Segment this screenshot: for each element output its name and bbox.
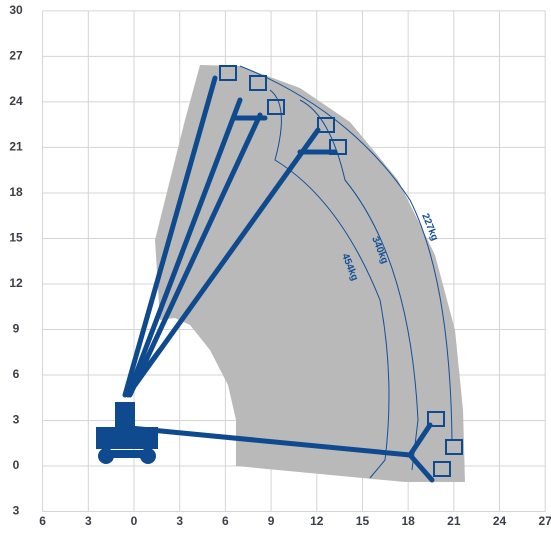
booms — [122, 75, 435, 483]
x-tick-label: 6 — [222, 514, 229, 528]
x-tick-label: 15 — [356, 514, 370, 528]
y-tick-label: 12 — [9, 276, 23, 290]
y-tick-label: 9 — [13, 322, 20, 336]
x-tick-label: 24 — [493, 514, 507, 528]
y-tick-label: 3 — [13, 504, 20, 518]
x-tick-label: 3 — [176, 514, 183, 528]
y-tick-label: 15 — [9, 231, 23, 245]
x-tick-label: 6 — [39, 514, 46, 528]
x-tick-label: 3 — [85, 514, 92, 528]
x-tick-label: 21 — [447, 514, 461, 528]
x-tick-label: 27 — [539, 514, 551, 528]
y-tick-label: 18 — [9, 185, 23, 199]
y-tick-label: 6 — [13, 367, 20, 381]
platforms — [219, 65, 463, 477]
x-tick-label: 12 — [310, 514, 324, 528]
y-tick-label: 21 — [9, 140, 23, 154]
x-tick-label: 18 — [401, 514, 415, 528]
y-tick-label: 3 — [13, 413, 20, 427]
x-tick-label: 9 — [268, 514, 275, 528]
load-curve-454 — [269, 89, 390, 479]
load-curve-227 — [239, 65, 453, 441]
y-tick-label: 0 — [13, 458, 20, 472]
y-tick-label: 30 — [9, 3, 23, 17]
chassis — [96, 402, 158, 464]
load-curve-340 — [299, 99, 419, 471]
y-tick-label: 24 — [9, 94, 23, 108]
y-tick-label: 27 — [9, 49, 23, 63]
x-tick-label: 0 — [131, 514, 138, 528]
